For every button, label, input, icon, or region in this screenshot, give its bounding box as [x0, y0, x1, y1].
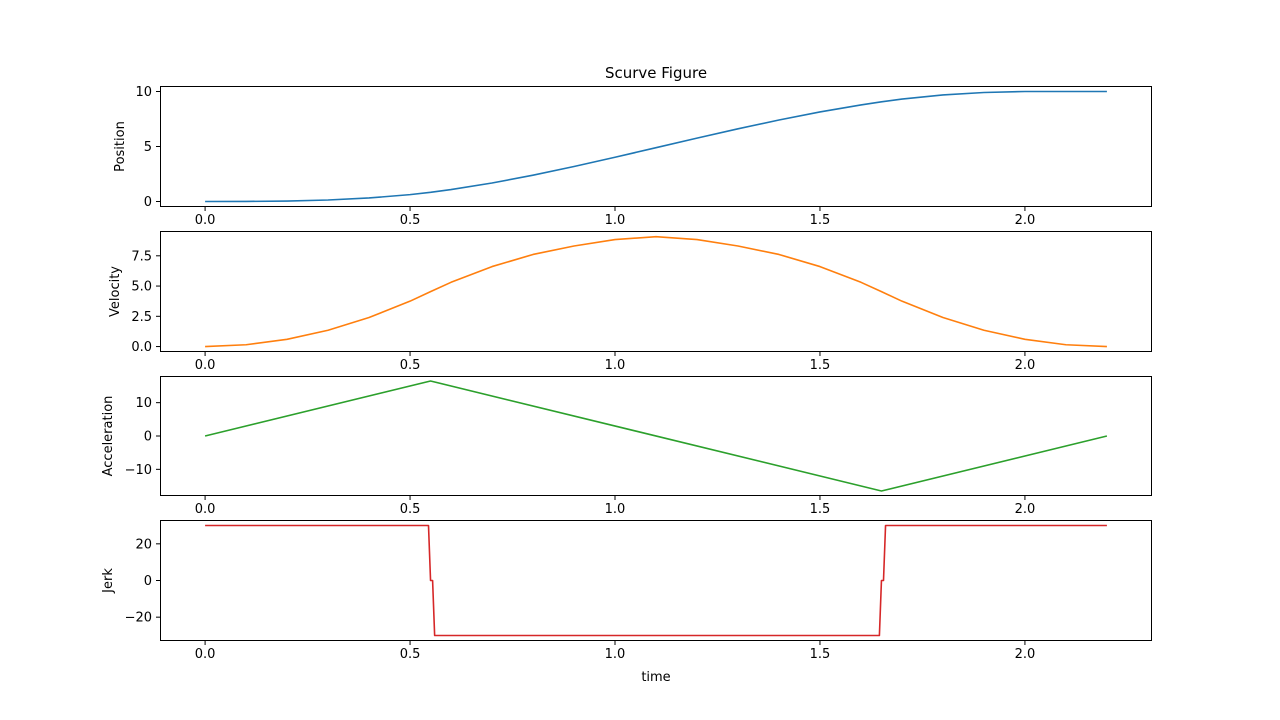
jerk-subplot: 0.0 0.5 1.0 1.5 2.0 20 0 −20 Jerk: [101, 520, 1152, 662]
jerk-x-tick-label: 0.0: [195, 647, 216, 662]
position-subplot: 0.0 0.5 1.0 1.5 2.0 0 5 10 Position: [113, 85, 1152, 228]
velocity-y-tick-label: 0.0: [131, 340, 152, 355]
acceleration-subplot: 0.0 0.5 1.0 1.5 2.0 10 0 −10 Acceleration: [101, 376, 1152, 517]
acceleration-axes-frame: [160, 376, 1152, 496]
position-y-tick-label: 5: [144, 140, 152, 155]
acceleration-x-tick-label: 2.0: [1015, 502, 1036, 517]
acceleration-x-tick-label: 1.0: [605, 502, 626, 517]
acceleration-series-line: [204, 380, 1108, 492]
jerk-y-tick-label: 0: [144, 574, 152, 589]
velocity-y-tick-label: 7.5: [131, 249, 152, 264]
chart-title: Scurve Figure: [605, 64, 707, 82]
acceleration-y-tick-label: 0: [144, 430, 152, 445]
velocity-y-axis-label: Velocity: [108, 266, 123, 317]
jerk-y-tick-label: −20: [125, 611, 152, 626]
jerk-series-line: [205, 524, 1107, 637]
acceleration-y-axis-label: Acceleration: [101, 396, 116, 477]
velocity-x-tick-label: 2.0: [1015, 358, 1036, 373]
acceleration-x-tick-label: 1.5: [810, 502, 831, 517]
velocity-y-tick-label: 5.0: [131, 280, 152, 295]
acceleration-x-tick-label: 0.0: [195, 502, 216, 517]
position-x-tick-label: 0.0: [195, 213, 216, 228]
position-x-tick-label: 0.5: [400, 213, 421, 228]
acceleration-y-tick-label: 10: [135, 396, 152, 411]
velocity-subplot: 0.0 0.5 1.0 1.5 2.0 0.0 2.5 5.0 7.5 Velocity: [108, 231, 1152, 373]
jerk-x-tick-label: 2.0: [1015, 647, 1036, 662]
position-series-line: [205, 90, 1107, 203]
acceleration-x-tick-label: 0.5: [400, 502, 421, 517]
velocity-x-tick-label: 0.0: [195, 358, 216, 373]
position-y-axis-label: Position: [113, 121, 128, 172]
position-x-tick-label: 1.5: [810, 213, 831, 228]
position-axes-frame: [160, 86, 1152, 207]
velocity-axes-frame: [160, 231, 1152, 352]
position-y-tick-label: 10: [135, 85, 152, 100]
x-axis-label: time: [641, 670, 670, 685]
acceleration-y-tick-label: −10: [125, 463, 152, 478]
jerk-axes-frame: [160, 520, 1152, 641]
velocity-y-tick-label: 2.5: [131, 310, 152, 325]
jerk-y-axis-label: Jerk: [101, 568, 116, 594]
jerk-x-tick-label: 0.5: [400, 647, 421, 662]
velocity-x-tick-label: 1.5: [810, 358, 831, 373]
velocity-series-line: [205, 235, 1107, 348]
subplot-stack: 0.0 0.5 1.0 1.5 2.0 0 5 10 Position 0.0 0.5 1.0 1.5 2…: [101, 85, 1152, 662]
jerk-x-tick-label: 1.0: [605, 647, 626, 662]
position-x-tick-label: 1.0: [605, 213, 626, 228]
jerk-x-tick-label: 1.5: [810, 647, 831, 662]
position-x-tick-label: 2.0: [1015, 213, 1036, 228]
position-y-tick-label: 0: [144, 195, 152, 210]
velocity-x-tick-label: 1.0: [605, 358, 626, 373]
velocity-x-tick-label: 0.5: [400, 358, 421, 373]
jerk-y-tick-label: 20: [135, 537, 152, 552]
